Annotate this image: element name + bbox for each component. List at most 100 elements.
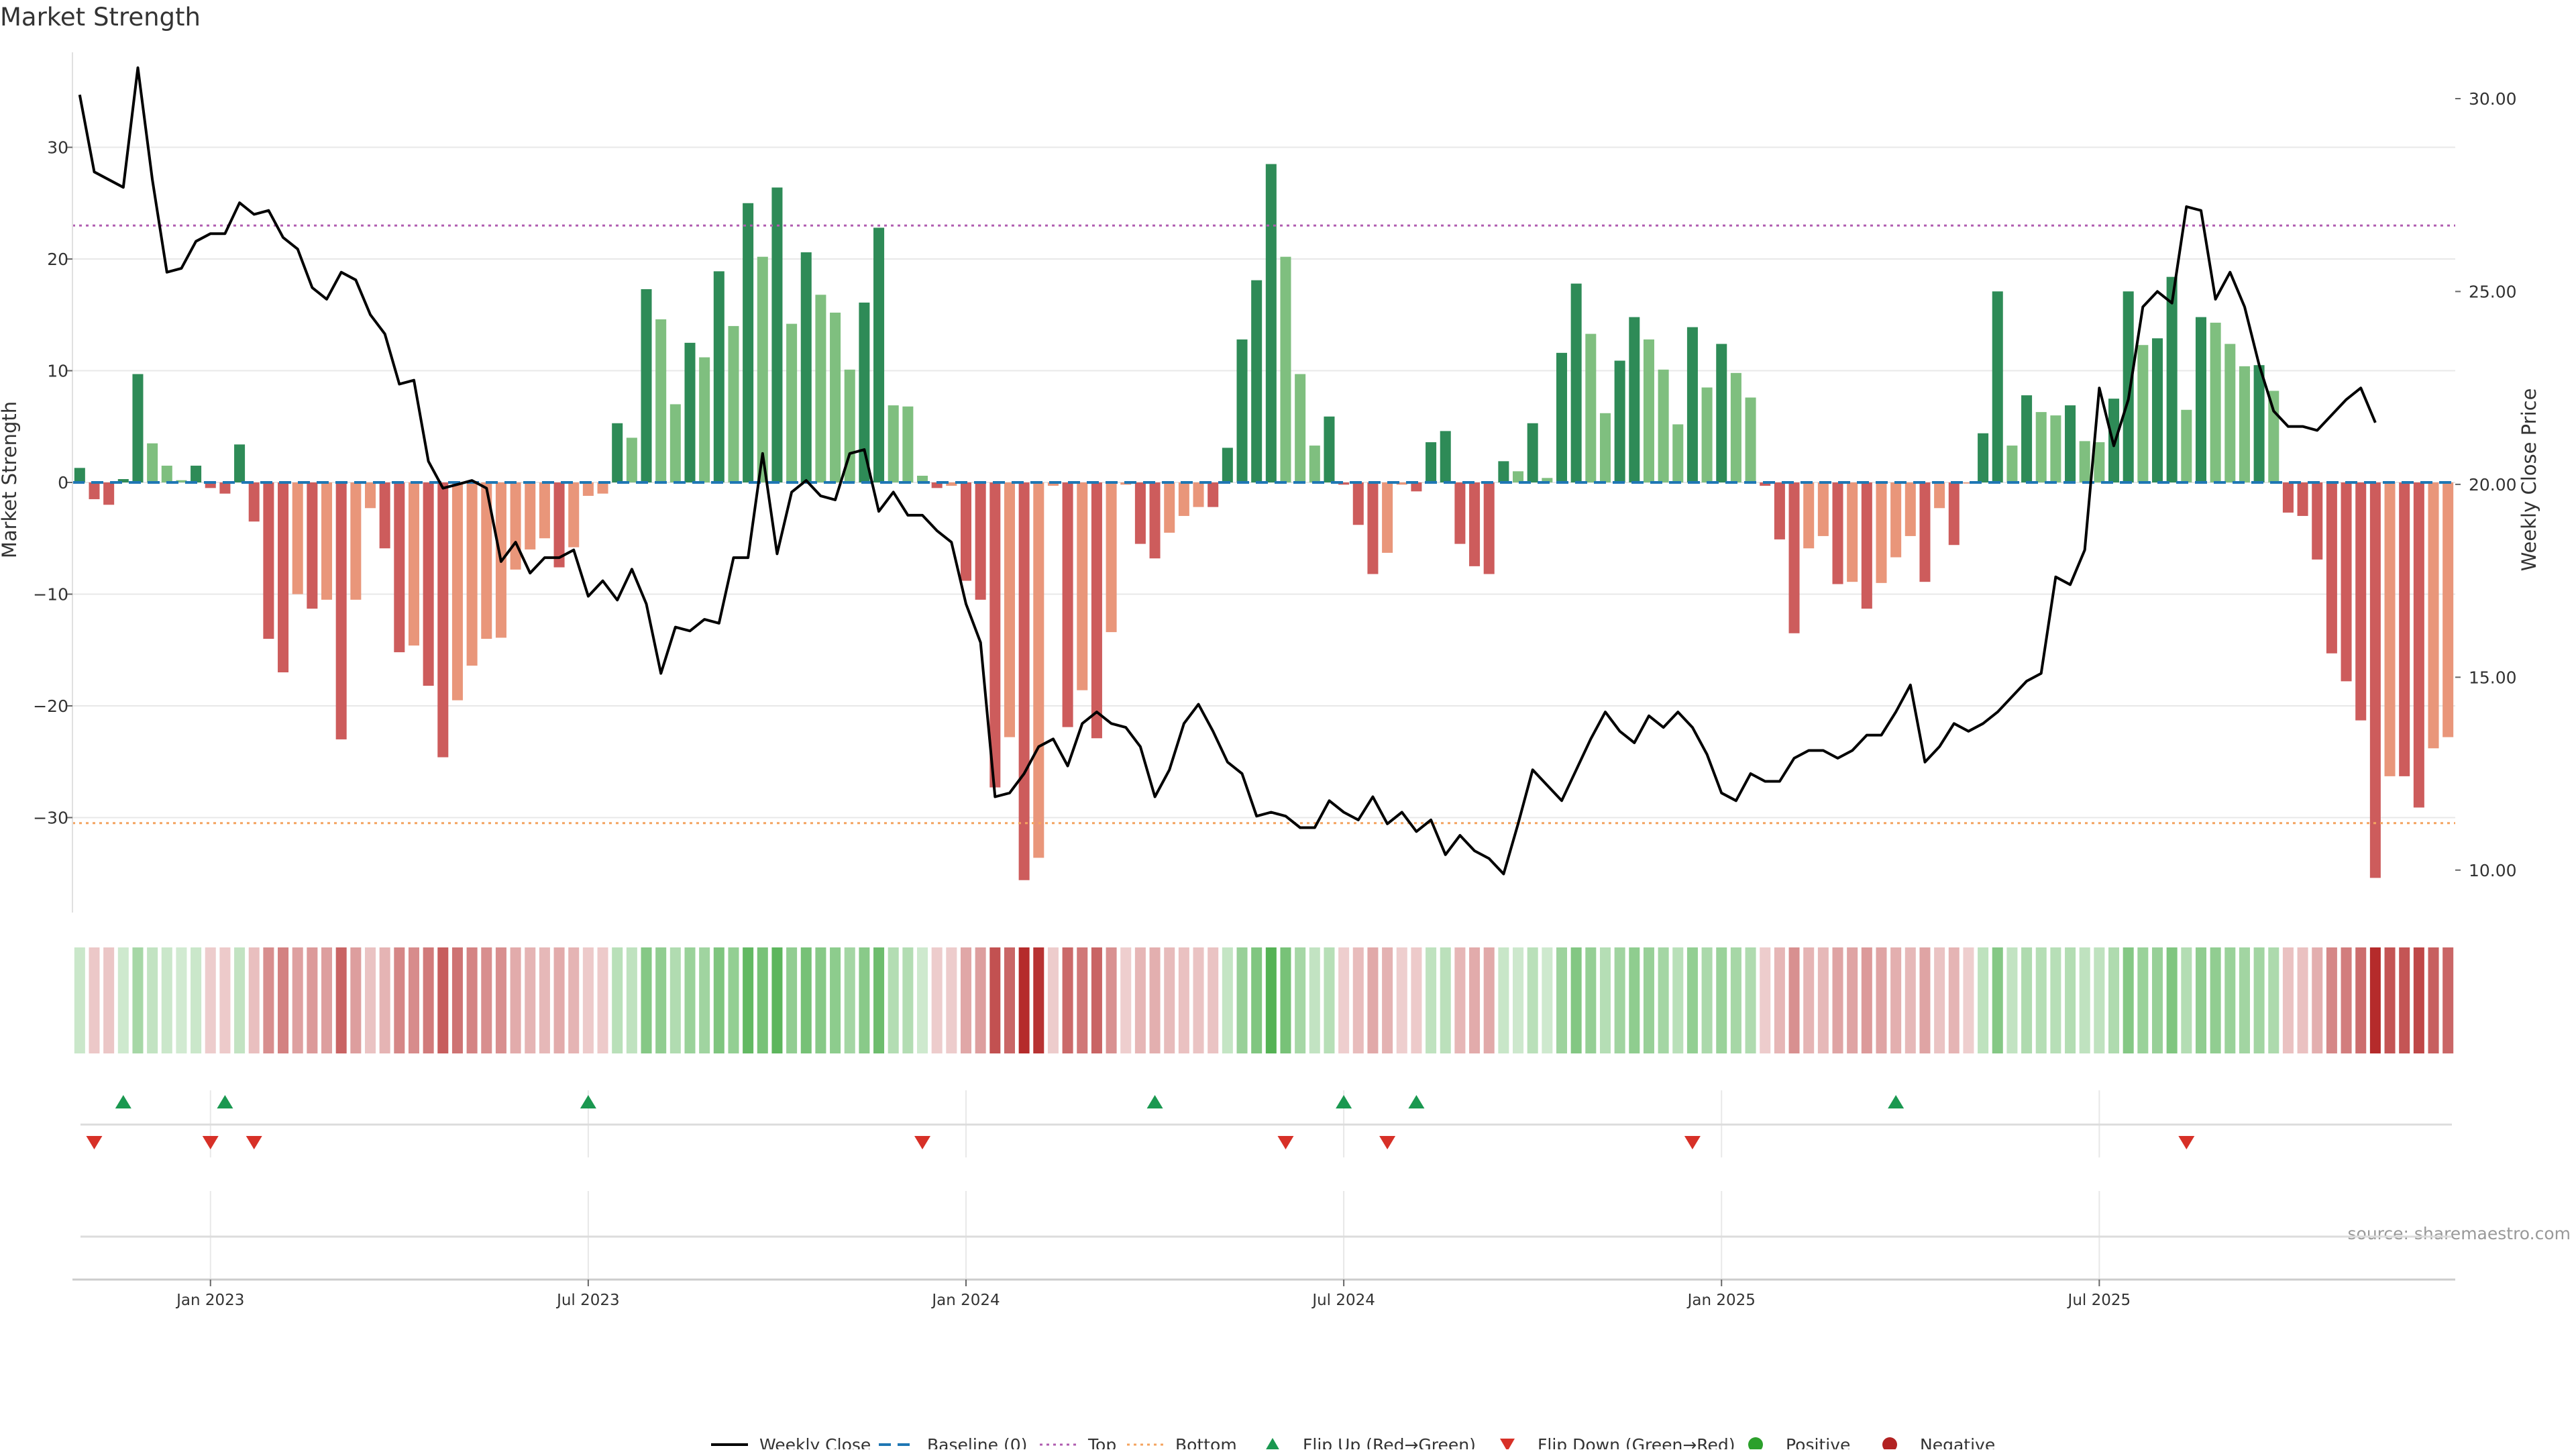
heat-cell: [1527, 947, 1538, 1053]
strength-bar: [219, 482, 231, 494]
heat-cell: [1513, 947, 1524, 1053]
heat-cell: [1077, 947, 1088, 1053]
strength-bar: [117, 479, 129, 482]
heat-cell: [2428, 947, 2439, 1053]
heat-cell: [2050, 947, 2061, 1053]
strength-bar: [525, 482, 536, 550]
y-axis-label: Market Strength: [0, 401, 21, 558]
strength-bar: [728, 325, 739, 482]
strength-bar: [1788, 482, 1800, 633]
heat-cell: [466, 947, 478, 1053]
flip-down-marker: [1379, 1136, 1396, 1149]
legend-item: Top: [1040, 1435, 1116, 1452]
heat-cell: [1948, 947, 1960, 1053]
strength-bar: [248, 482, 260, 522]
legend-item: Flip Down (Green→Red): [1500, 1435, 1735, 1452]
y2-tick-label: 10.00: [2469, 861, 2517, 880]
legend-label: Baseline (0): [927, 1435, 1027, 1449]
heat-cell: [1295, 947, 1306, 1053]
strength-bar: [1338, 482, 1350, 485]
heat-cell: [699, 947, 710, 1053]
heat-cell: [1047, 947, 1059, 1053]
strength-bar: [684, 342, 696, 482]
heat-cell: [191, 947, 202, 1053]
heat-cell: [888, 947, 899, 1053]
strength-bar: [713, 271, 724, 482]
heat-cell: [859, 947, 870, 1053]
strength-bar: [321, 482, 333, 600]
heat-cell: [2166, 947, 2178, 1053]
heat-cell: [1774, 947, 1785, 1053]
strength-bar: [191, 466, 202, 482]
strength-bar: [2413, 482, 2424, 808]
strength-bar: [1077, 482, 1088, 690]
strength-bar: [1426, 442, 1437, 482]
heat-cell: [1614, 947, 1625, 1053]
strength-bar: [800, 252, 812, 482]
legend-label: Flip Up (Red→Green): [1303, 1435, 1476, 1449]
strength-bar: [641, 289, 652, 482]
legend-item: Flip Up (Red→Green): [1265, 1435, 1476, 1452]
heat-cell: [728, 947, 739, 1053]
strength-bar: [1716, 344, 1727, 482]
heat-cell: [2355, 947, 2367, 1053]
strength-bar: [553, 482, 565, 568]
heat-cell: [1236, 947, 1248, 1053]
heat-cell: [989, 947, 1001, 1053]
heat-cell: [2253, 947, 2265, 1053]
legend-flip-up-icon: [1265, 1438, 1280, 1451]
heat-cell: [2181, 947, 2192, 1053]
heat-cell: [1904, 947, 1916, 1053]
heat-cell: [2297, 947, 2308, 1053]
strength-bar: [1411, 482, 1422, 492]
legend-label: Weekly Close: [759, 1435, 871, 1449]
legend-item: Bottom: [1127, 1435, 1237, 1452]
heat-cell: [902, 947, 914, 1053]
strength-bar: [1483, 482, 1495, 574]
strength-bar: [1701, 387, 1713, 482]
heat-cell: [931, 947, 943, 1053]
x-tick-label: Jul 2025: [2067, 1292, 2131, 1309]
heat-cell: [1018, 947, 1030, 1053]
heat-cell: [539, 947, 550, 1053]
heat-cell: [2123, 947, 2134, 1053]
heat-cell: [1890, 947, 1902, 1053]
heat-cell: [408, 947, 419, 1053]
heat-cell: [2369, 947, 2381, 1053]
strength-bar: [147, 443, 158, 482]
heat-cell: [263, 947, 274, 1053]
legend-item: Baseline (0): [879, 1435, 1027, 1452]
heat-cell: [1847, 947, 1858, 1053]
strength-bar: [1367, 482, 1379, 574]
heat-cell: [2094, 947, 2105, 1053]
heat-cell: [451, 947, 463, 1053]
source-note: source: sharemaestro.com: [2348, 1224, 2571, 1243]
strength-bar: [612, 423, 623, 482]
legend-label: Bottom: [1175, 1435, 1237, 1449]
strength-bar: [2428, 482, 2439, 749]
heat-cell: [1658, 947, 1669, 1053]
y-tick-label: −20: [33, 696, 68, 716]
strength-bar: [1919, 482, 1931, 582]
flip-down-marker: [914, 1136, 931, 1149]
strength-bar: [1992, 291, 2003, 482]
heat-cell: [1091, 947, 1102, 1053]
strength-bar: [1585, 333, 1597, 482]
heat-cell: [1963, 947, 1974, 1053]
strength-bar: [234, 444, 246, 482]
strength-bar: [292, 482, 303, 594]
heat-cell: [176, 947, 187, 1053]
y-tick-label: 30: [47, 138, 68, 158]
strength-bar: [2006, 446, 2018, 482]
strength-bar: [1018, 482, 1030, 880]
x-tick-label: Jan 2025: [1686, 1292, 1756, 1309]
strength-bar: [1004, 482, 1015, 737]
heat-cell: [1120, 947, 1132, 1053]
heat-cell: [307, 947, 318, 1053]
strength-bar: [2210, 322, 2221, 482]
strength-bar: [568, 482, 580, 548]
strength-bar: [2268, 391, 2279, 482]
legend-label: Negative: [1920, 1435, 1995, 1449]
strength-bar: [2195, 317, 2206, 482]
strength-bar: [89, 482, 100, 499]
